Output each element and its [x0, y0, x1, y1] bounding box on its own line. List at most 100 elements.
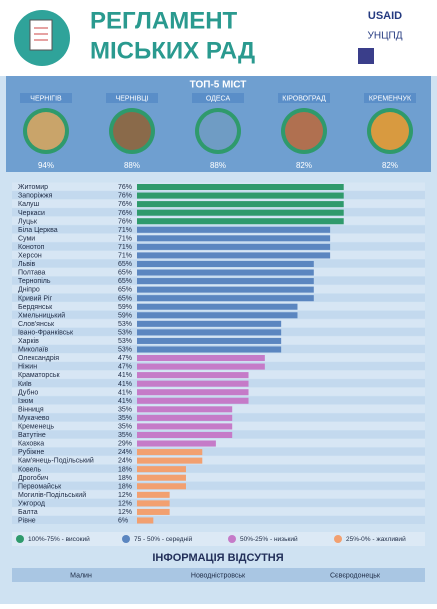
category-label: Балта: [18, 509, 38, 516]
row-stripe: [12, 498, 425, 507]
bar: [137, 312, 298, 319]
bar: [137, 474, 186, 481]
bar: [137, 243, 331, 250]
title: МІСЬКИХ РАД: [90, 37, 255, 64]
category-label: Херсон: [18, 253, 42, 260]
bar: [137, 491, 170, 498]
category-label: Олександрія: [18, 354, 59, 362]
category-label: Суми: [18, 235, 35, 242]
value-label: 41%: [118, 398, 132, 405]
bar: [137, 295, 314, 302]
bar: [137, 500, 170, 507]
value-label: 18%: [118, 466, 132, 473]
category-label: Івано-Франківськ: [18, 328, 74, 336]
bar: [137, 337, 282, 344]
value-label: 59%: [118, 312, 132, 319]
value-label: 24%: [118, 449, 132, 456]
city-value: 82%: [296, 161, 312, 170]
legend-swatch: [122, 535, 130, 543]
bar: [137, 329, 282, 336]
category-label: Кривий Ріг: [18, 294, 53, 302]
value-label: 76%: [118, 193, 132, 200]
bar: [137, 508, 170, 515]
category-label: Харків: [18, 337, 39, 345]
bar: [137, 286, 314, 293]
value-label: 65%: [118, 278, 132, 285]
category-label: Луцьк: [18, 218, 38, 225]
city-photo: [27, 112, 65, 150]
missing-city: Новодністровськ: [191, 571, 246, 579]
legend-label: 50%-25% - низький: [240, 535, 298, 543]
city-photo: [285, 112, 323, 150]
city-value: 94%: [38, 161, 54, 170]
city-name: КРЕМЕНЧУК: [369, 95, 412, 102]
value-label: 71%: [118, 235, 132, 242]
value-label: 65%: [118, 270, 132, 277]
bar: [137, 440, 216, 447]
value-label: 35%: [118, 424, 132, 431]
legend-bg: [12, 532, 425, 546]
legend-label: 75 - 50% - середній: [134, 535, 193, 543]
category-label: Черкаси: [18, 210, 45, 217]
value-label: 18%: [118, 475, 132, 482]
bar: [137, 218, 344, 225]
bar: [137, 466, 186, 473]
value-label: 59%: [118, 304, 132, 311]
city-label-bg: [364, 93, 416, 103]
bar: [137, 346, 282, 353]
bar: [137, 252, 331, 259]
bar: [137, 235, 331, 242]
value-label: 41%: [118, 381, 132, 388]
value-label: 12%: [118, 500, 132, 507]
value-label: 35%: [118, 415, 132, 422]
row-stripe: [12, 447, 425, 456]
bar: [137, 372, 249, 379]
category-label: Львів: [18, 260, 36, 268]
value-label: 47%: [118, 364, 132, 371]
legend-label: 25%-0% - жахливий: [346, 535, 406, 543]
category-label: Каховка: [18, 441, 44, 448]
bar: [137, 389, 249, 396]
value-label: 71%: [118, 244, 132, 251]
value-label: 71%: [118, 253, 132, 260]
category-label: Кременець: [18, 424, 54, 431]
value-label: 53%: [118, 347, 132, 354]
value-label: 18%: [118, 483, 132, 490]
category-label: Миколаїв: [18, 347, 49, 354]
title: РЕГЛАМЕНТ: [90, 7, 238, 34]
category-label: Бердянськ: [18, 304, 53, 311]
city-label-bg: [20, 93, 72, 103]
city-name: ЧЕРНІВЦІ: [116, 95, 149, 102]
bar: [137, 363, 265, 370]
value-label: 24%: [118, 458, 132, 465]
category-label: Кам'янець-Подільський: [18, 457, 94, 465]
city-name: КІРОВОГРАД: [282, 95, 326, 102]
category-label: Вінниця: [18, 405, 44, 413]
clipboard: [29, 19, 53, 51]
value-label: 65%: [118, 295, 132, 302]
category-label: Житомир: [18, 184, 48, 191]
bar: [137, 449, 203, 456]
row-stripe: [12, 515, 425, 524]
category-label: Калуш: [18, 201, 40, 208]
category-label: Краматорськ: [18, 372, 60, 379]
value-label: 12%: [118, 492, 132, 499]
bar: [137, 517, 154, 524]
city-label-bg: [278, 93, 330, 103]
category-label: Первомайськ: [18, 482, 62, 490]
value-label: 6%: [118, 518, 128, 525]
legend-swatch: [16, 535, 24, 543]
row-stripe: [12, 439, 425, 448]
value-label: 53%: [118, 338, 132, 345]
bar: [137, 278, 314, 285]
value-label: 71%: [118, 227, 132, 234]
bar: [137, 431, 233, 438]
value-label: 29%: [118, 441, 132, 448]
row-stripe: [12, 481, 425, 490]
value-label: 41%: [118, 389, 132, 396]
value-label: 47%: [118, 355, 132, 362]
bar: [137, 380, 249, 387]
value-label: 76%: [118, 210, 132, 217]
bar: [137, 355, 265, 362]
